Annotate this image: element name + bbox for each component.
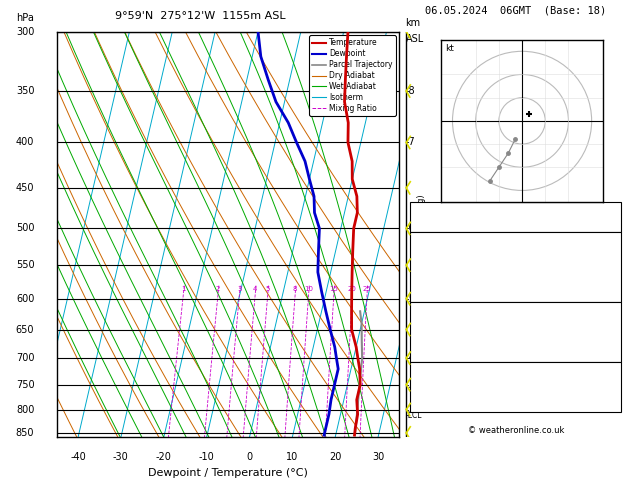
Text: 5: 5: [607, 383, 613, 392]
Text: ASL: ASL: [406, 34, 424, 44]
Text: 5: 5: [607, 373, 613, 382]
Text: 10: 10: [304, 286, 313, 292]
Text: -3: -3: [406, 380, 415, 390]
Text: Dewpoint / Temperature (°C): Dewpoint / Temperature (°C): [148, 468, 308, 478]
Text: 0: 0: [247, 451, 252, 462]
Bar: [410, 202, 621, 232]
Text: CIN (J): CIN (J): [419, 353, 447, 362]
Text: Dewp (°C): Dewp (°C): [419, 253, 465, 262]
Text: -4: -4: [406, 353, 415, 363]
Text: StmSpd (kt): StmSpd (kt): [419, 403, 473, 412]
Text: Lifted Index: Lifted Index: [419, 333, 472, 342]
Text: 500: 500: [16, 224, 35, 233]
Text: 68°: 68°: [597, 393, 613, 402]
Text: 4: 4: [253, 286, 257, 292]
Text: PW (cm): PW (cm): [419, 223, 457, 232]
Text: -8: -8: [406, 86, 415, 96]
Text: K: K: [419, 203, 425, 212]
Text: 0: 0: [607, 293, 613, 302]
Text: 400: 400: [16, 138, 35, 147]
Text: 8: 8: [293, 286, 298, 292]
Text: hPa: hPa: [16, 14, 35, 23]
Text: Mixing Ratio (g/kg): Mixing Ratio (g/kg): [417, 195, 426, 274]
Text: 2: 2: [216, 286, 220, 292]
Text: 39: 39: [601, 203, 613, 212]
Text: -10: -10: [199, 451, 214, 462]
Text: CAPE (J): CAPE (J): [419, 283, 455, 292]
Text: 06.05.2024  06GMT  (Base: 18): 06.05.2024 06GMT (Base: 18): [425, 5, 606, 16]
Text: 3: 3: [237, 286, 242, 292]
Text: -2: -2: [406, 404, 415, 415]
Text: 350: 350: [596, 323, 613, 332]
Text: 10: 10: [286, 451, 298, 462]
Text: 25: 25: [362, 286, 371, 292]
Text: 15: 15: [330, 286, 338, 292]
Text: km: km: [406, 17, 421, 28]
Text: -2: -2: [604, 333, 613, 342]
Text: CAPE (J): CAPE (J): [419, 343, 455, 352]
Text: 3.3: 3.3: [598, 223, 613, 232]
Text: 44: 44: [601, 213, 613, 222]
Text: -7: -7: [406, 138, 415, 147]
Bar: [410, 232, 621, 302]
Text: -30: -30: [113, 451, 129, 462]
Text: 800: 800: [16, 404, 35, 415]
Text: 1: 1: [181, 286, 186, 292]
Text: 300: 300: [16, 27, 35, 36]
Text: θₑ(K): θₑ(K): [419, 263, 441, 272]
Text: 650: 650: [16, 325, 35, 334]
Text: 355: 355: [596, 283, 613, 292]
Text: -6: -6: [406, 224, 415, 233]
Text: 20: 20: [329, 451, 342, 462]
Text: Totals Totals: Totals Totals: [419, 213, 473, 222]
Text: 850: 850: [16, 428, 35, 438]
Text: -LCL: -LCL: [406, 411, 422, 420]
Text: 700: 700: [16, 353, 35, 363]
Text: 9°59'N  275°12'W  1155m ASL: 9°59'N 275°12'W 1155m ASL: [115, 12, 286, 21]
Bar: [410, 362, 621, 412]
Text: θₑ (K): θₑ (K): [419, 323, 444, 332]
Text: -20: -20: [156, 451, 172, 462]
Text: Temp (°C): Temp (°C): [419, 243, 464, 252]
Text: Surface: Surface: [496, 233, 535, 242]
Text: SREH: SREH: [419, 383, 443, 392]
Text: Most Unstable: Most Unstable: [479, 303, 552, 312]
Text: -40: -40: [70, 451, 86, 462]
Text: 885: 885: [596, 313, 613, 322]
Text: -5: -5: [406, 294, 415, 304]
Bar: [410, 302, 621, 362]
Text: 350: 350: [16, 86, 35, 96]
Text: 550: 550: [16, 260, 35, 270]
Text: 24.4: 24.4: [593, 243, 613, 252]
Text: 0: 0: [607, 353, 613, 362]
Text: Pressure (mb): Pressure (mb): [419, 313, 482, 322]
Text: 750: 750: [16, 380, 35, 390]
Legend: Temperature, Dewpoint, Parcel Trajectory, Dry Adiabat, Wet Adiabat, Isotherm, Mi: Temperature, Dewpoint, Parcel Trajectory…: [309, 35, 396, 116]
Text: EH: EH: [419, 373, 431, 382]
Text: kt: kt: [445, 44, 454, 53]
Text: 355: 355: [596, 343, 613, 352]
Text: © weatheronline.co.uk: © weatheronline.co.uk: [467, 426, 564, 435]
Text: 30: 30: [372, 451, 384, 462]
Text: 20: 20: [348, 286, 357, 292]
Text: 450: 450: [16, 183, 35, 193]
Text: 5: 5: [265, 286, 270, 292]
Text: 600: 600: [16, 294, 35, 304]
Text: Lifted Index: Lifted Index: [419, 273, 472, 282]
Text: StmDir: StmDir: [419, 393, 450, 402]
Text: CIN (J): CIN (J): [419, 293, 447, 302]
Text: 0: 0: [607, 403, 613, 412]
Text: 350: 350: [596, 263, 613, 272]
Text: 17.3: 17.3: [593, 253, 613, 262]
Text: -2: -2: [604, 273, 613, 282]
Text: Hodograph: Hodograph: [487, 363, 544, 372]
